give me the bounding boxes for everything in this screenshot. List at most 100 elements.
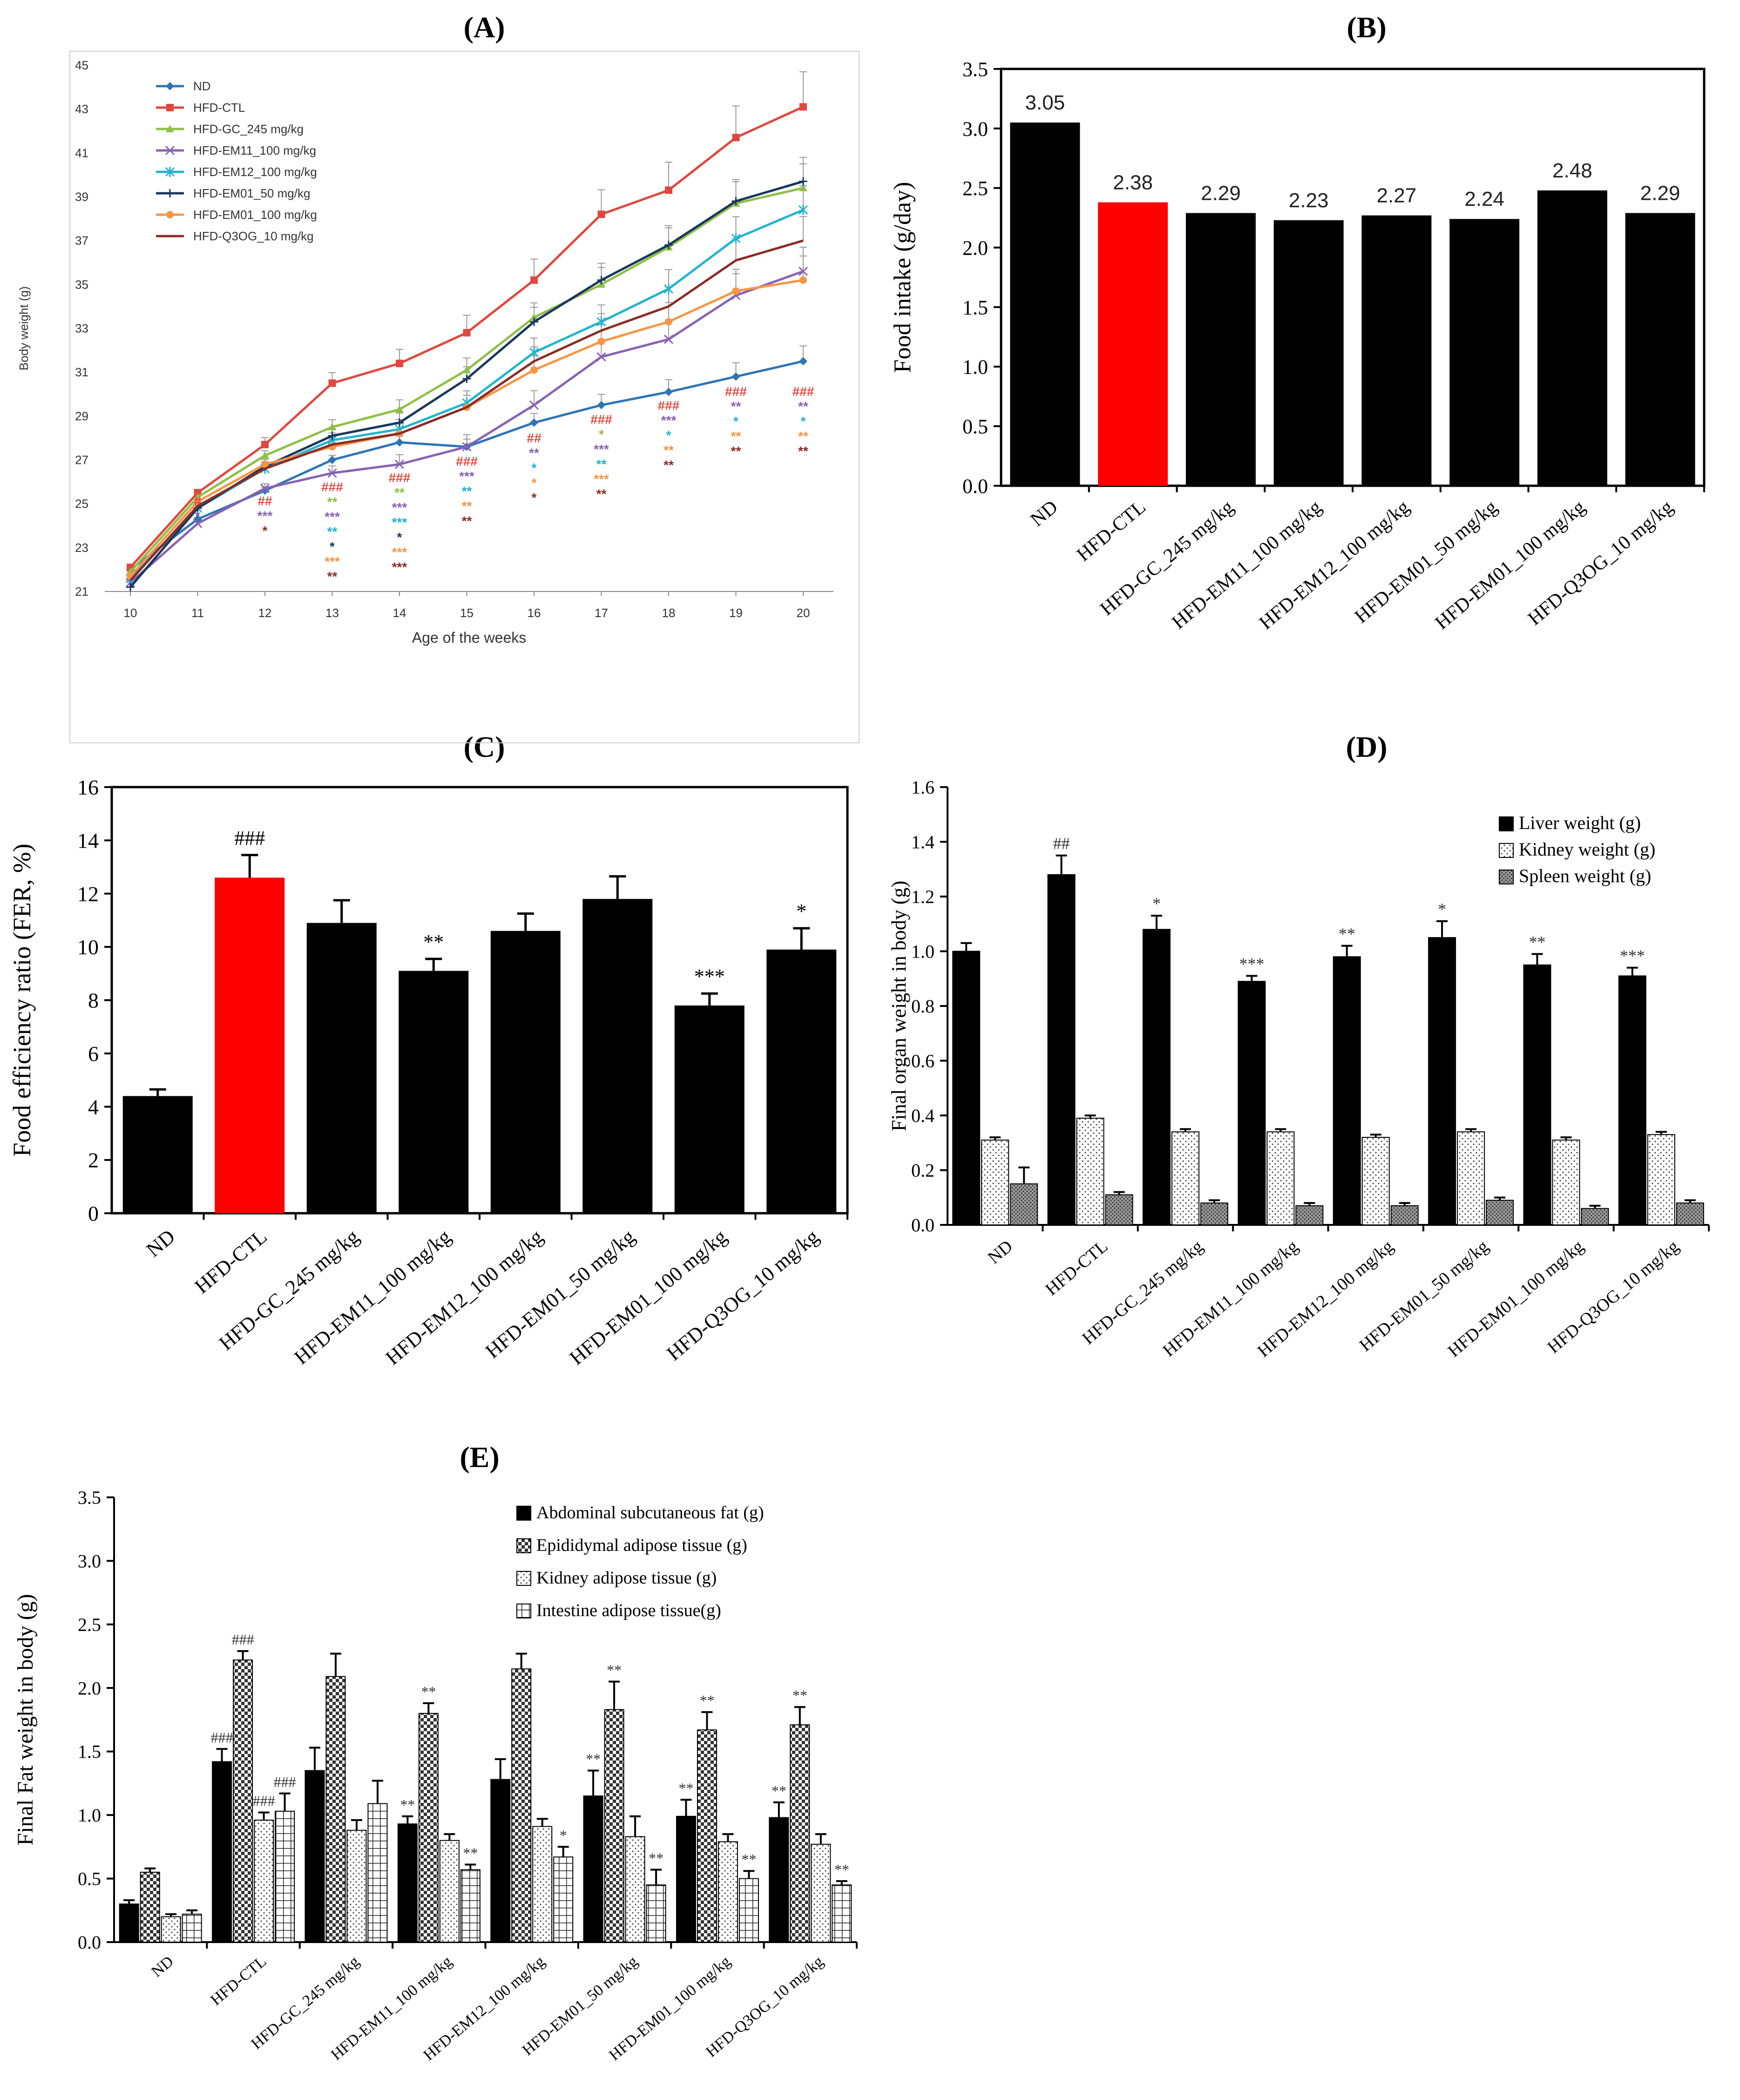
significance-mark: *** (1620, 946, 1645, 965)
data-point (261, 460, 269, 468)
bar (1457, 1131, 1485, 1225)
data-point (596, 316, 606, 327)
data-point (462, 366, 471, 374)
y-tick-label: 8 (88, 989, 99, 1013)
significance-mark: * (397, 530, 402, 544)
y-tick-label: 41 (75, 146, 88, 160)
data-point (261, 451, 269, 459)
legend-entry: Intestine adipose tissue(g) (536, 1601, 721, 1620)
data-point (530, 418, 538, 427)
y-tick-label: 1.5 (962, 296, 988, 319)
significance-mark: ## (527, 431, 542, 445)
legend-entry: HFD-EM11_100 mg/kg (193, 143, 316, 157)
y-tick-label: 0.5 (962, 415, 988, 438)
panel-b-bar-chart: 0.0 0.5 1.0 1.5 2.0 2.5 3.0 3.5 Food intake (g/d… (889, 58, 1706, 634)
data-point (395, 405, 404, 413)
bar (1428, 937, 1456, 1225)
significance-mark: *** (392, 560, 407, 574)
legend-marker (165, 167, 175, 177)
data-point (463, 329, 471, 337)
x-tick-label: 12 (258, 606, 272, 620)
data-label: 2.38 (1113, 171, 1153, 194)
x-tick-label: 10 (124, 606, 137, 620)
bar (1238, 981, 1266, 1225)
y-axis-label: Food efficiency ratio (FER, %) (8, 843, 36, 1156)
bar (718, 1841, 738, 1943)
bar (1647, 1134, 1675, 1225)
category-label: HFD-EM01_50 mg/kg (481, 1225, 639, 1363)
y-tick-label: 3.5 (962, 58, 988, 81)
y-tick-label: 29 (75, 409, 88, 423)
data-point (731, 233, 741, 244)
significance-mark: ## (257, 494, 272, 508)
data-point (664, 334, 674, 344)
significance-mark: ** (731, 429, 741, 443)
significance-mark: * (195, 509, 200, 523)
significance-mark: ** (394, 485, 405, 500)
y-tick-label: 0 (88, 1202, 99, 1225)
data-label: 2.24 (1464, 188, 1504, 211)
significance-mark: ** (462, 499, 472, 513)
significance-mark: # (194, 494, 202, 508)
bar (490, 1779, 511, 1943)
data-point (799, 276, 807, 284)
data-point (799, 103, 807, 111)
bar (1361, 215, 1432, 486)
panel-c-bar-chart: 0 2 4 6 8 10 12 14 16 Food efficiency ratio (FER,… (8, 775, 849, 1369)
x-tick-label: 14 (393, 606, 406, 620)
significance-mark: ** (327, 524, 338, 539)
data-point (396, 360, 403, 367)
significance-mark: * (599, 427, 604, 442)
data-label: 2.23 (1289, 189, 1329, 212)
data-point (126, 583, 135, 591)
significance-mark: ### (253, 1793, 275, 1809)
data-point (462, 442, 472, 452)
bar (1200, 1203, 1228, 1225)
data-point (597, 338, 605, 346)
bar (1098, 202, 1168, 486)
bar (1010, 122, 1080, 486)
legend-entry: HFD-CTL (193, 101, 245, 115)
x-tick-label: 11 (191, 606, 204, 620)
bar (418, 1713, 439, 1943)
y-tick-label: 2.5 (962, 177, 988, 200)
bar (532, 1826, 553, 1943)
bar (1266, 1131, 1295, 1225)
significance-mark: * (532, 490, 537, 505)
x-axis-label: Age of the weeks (412, 629, 526, 646)
category-label: HFD-CTL (207, 1953, 270, 2009)
legend-swatch (516, 1571, 531, 1586)
y-tick-label: 3.0 (962, 117, 988, 140)
bar (182, 1913, 202, 1943)
y-tick-label: 0.0 (78, 1932, 101, 1953)
category-label: HFD-CTL (1042, 1237, 1111, 1299)
y-tick-label: 1.0 (78, 1805, 101, 1826)
bar (254, 1820, 274, 1943)
y-tick-label: 2.0 (78, 1678, 101, 1699)
panel-a-title: (A) (464, 11, 505, 44)
data-point (529, 400, 539, 410)
bar (697, 1729, 717, 1943)
x-tick-label: 15 (460, 606, 474, 620)
y-tick-label: 1.0 (911, 941, 934, 962)
significance-mark: *** (694, 965, 725, 988)
significance-mark: ### (389, 470, 411, 485)
panel-e-grouped-bar-chart: 0.0 0.5 1.0 1.5 2.0 2.5 3.0 3.5 Final Fat weight… (13, 1487, 858, 2064)
y-tick-label: 0.6 (911, 1051, 934, 1072)
data-point (193, 518, 203, 529)
legend-marker (166, 211, 174, 218)
data-point (731, 372, 740, 381)
y-tick-label: 0.2 (911, 1160, 934, 1181)
data-point (395, 438, 404, 447)
data-point (530, 366, 538, 374)
significance-mark: * (532, 476, 537, 490)
y-tick-label: 1.0 (962, 356, 988, 379)
significance-mark: * (532, 461, 537, 475)
y-tick-label: 27 (75, 453, 88, 467)
significance-mark: ** (834, 1861, 849, 1878)
panel-a-line-chart: 21 23 25 27 29 31 33 35 37 39 41 43 45 10 11 12 13 14 15 16… (17, 51, 860, 743)
significance-mark: ** (586, 1751, 601, 1767)
legend-swatch (1499, 870, 1514, 884)
significance-mark: * (1152, 894, 1161, 913)
significance-mark: ** (596, 487, 607, 501)
